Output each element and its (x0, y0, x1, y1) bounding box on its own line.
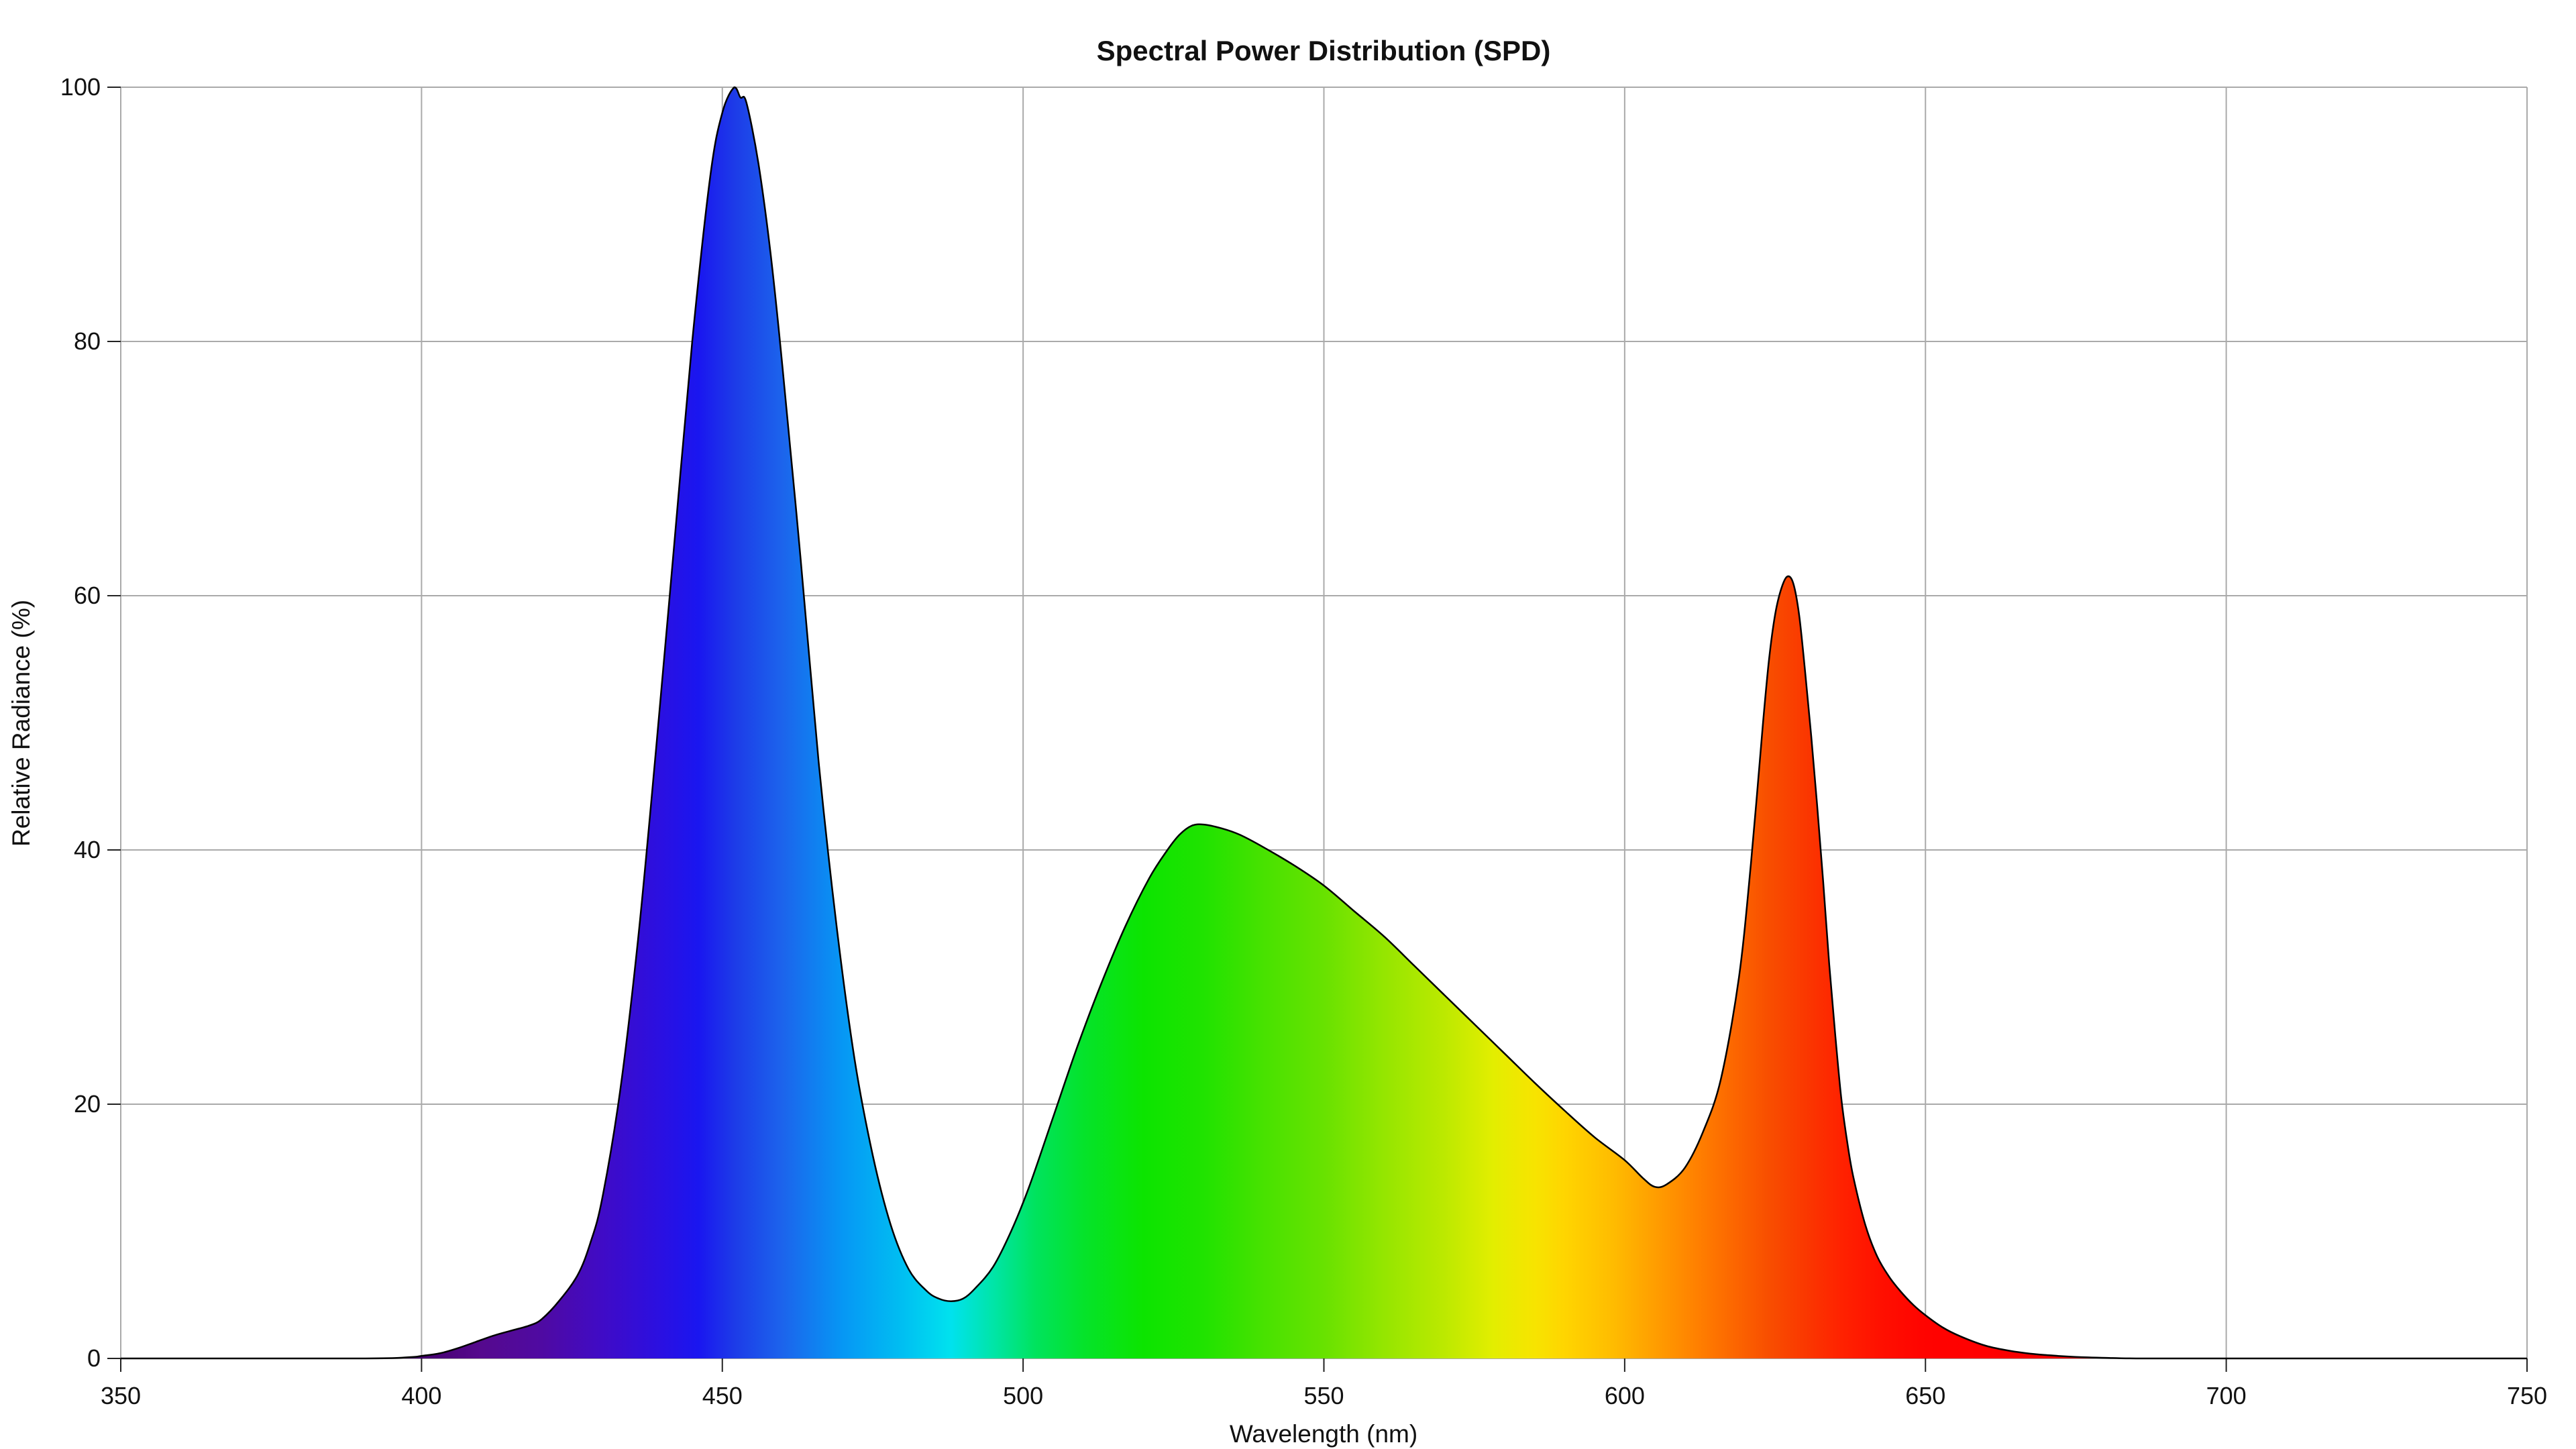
y-tick-label-60: 60 (74, 582, 101, 609)
x-tick-label-500: 500 (1003, 1382, 1043, 1409)
x-tick-label-400: 400 (401, 1382, 441, 1409)
axis-tick-marks (107, 87, 2528, 1372)
y-axis-title: Relative Radiance (%) (7, 600, 35, 847)
x-tick-label-450: 450 (702, 1382, 743, 1409)
y-tick-label-40: 40 (74, 836, 101, 863)
x-tick-labels: 350 400 450 500 550 600 650 700 750 (101, 1382, 2547, 1409)
y-tick-label-0: 0 (87, 1344, 101, 1372)
x-axis-title: Wavelength (nm) (1230, 1420, 1417, 1448)
chart-title: Spectral Power Distribution (SPD) (1097, 35, 1551, 66)
y-tick-label-80: 80 (74, 327, 101, 355)
x-tick-label-350: 350 (101, 1382, 141, 1409)
y-tick-labels: 0 20 40 60 80 100 (60, 73, 101, 1372)
spd-curve-fill (121, 87, 2527, 1358)
x-tick-label-650: 650 (1905, 1382, 1945, 1409)
y-tick-label-100: 100 (60, 73, 101, 101)
x-tick-label-700: 700 (2206, 1382, 2247, 1409)
y-tick-label-20: 20 (74, 1090, 101, 1118)
x-tick-label-550: 550 (1303, 1382, 1344, 1409)
x-tick-label-750: 750 (2507, 1382, 2547, 1409)
x-tick-label-600: 600 (1605, 1382, 1645, 1409)
spd-curve-line (120, 86, 2527, 1360)
